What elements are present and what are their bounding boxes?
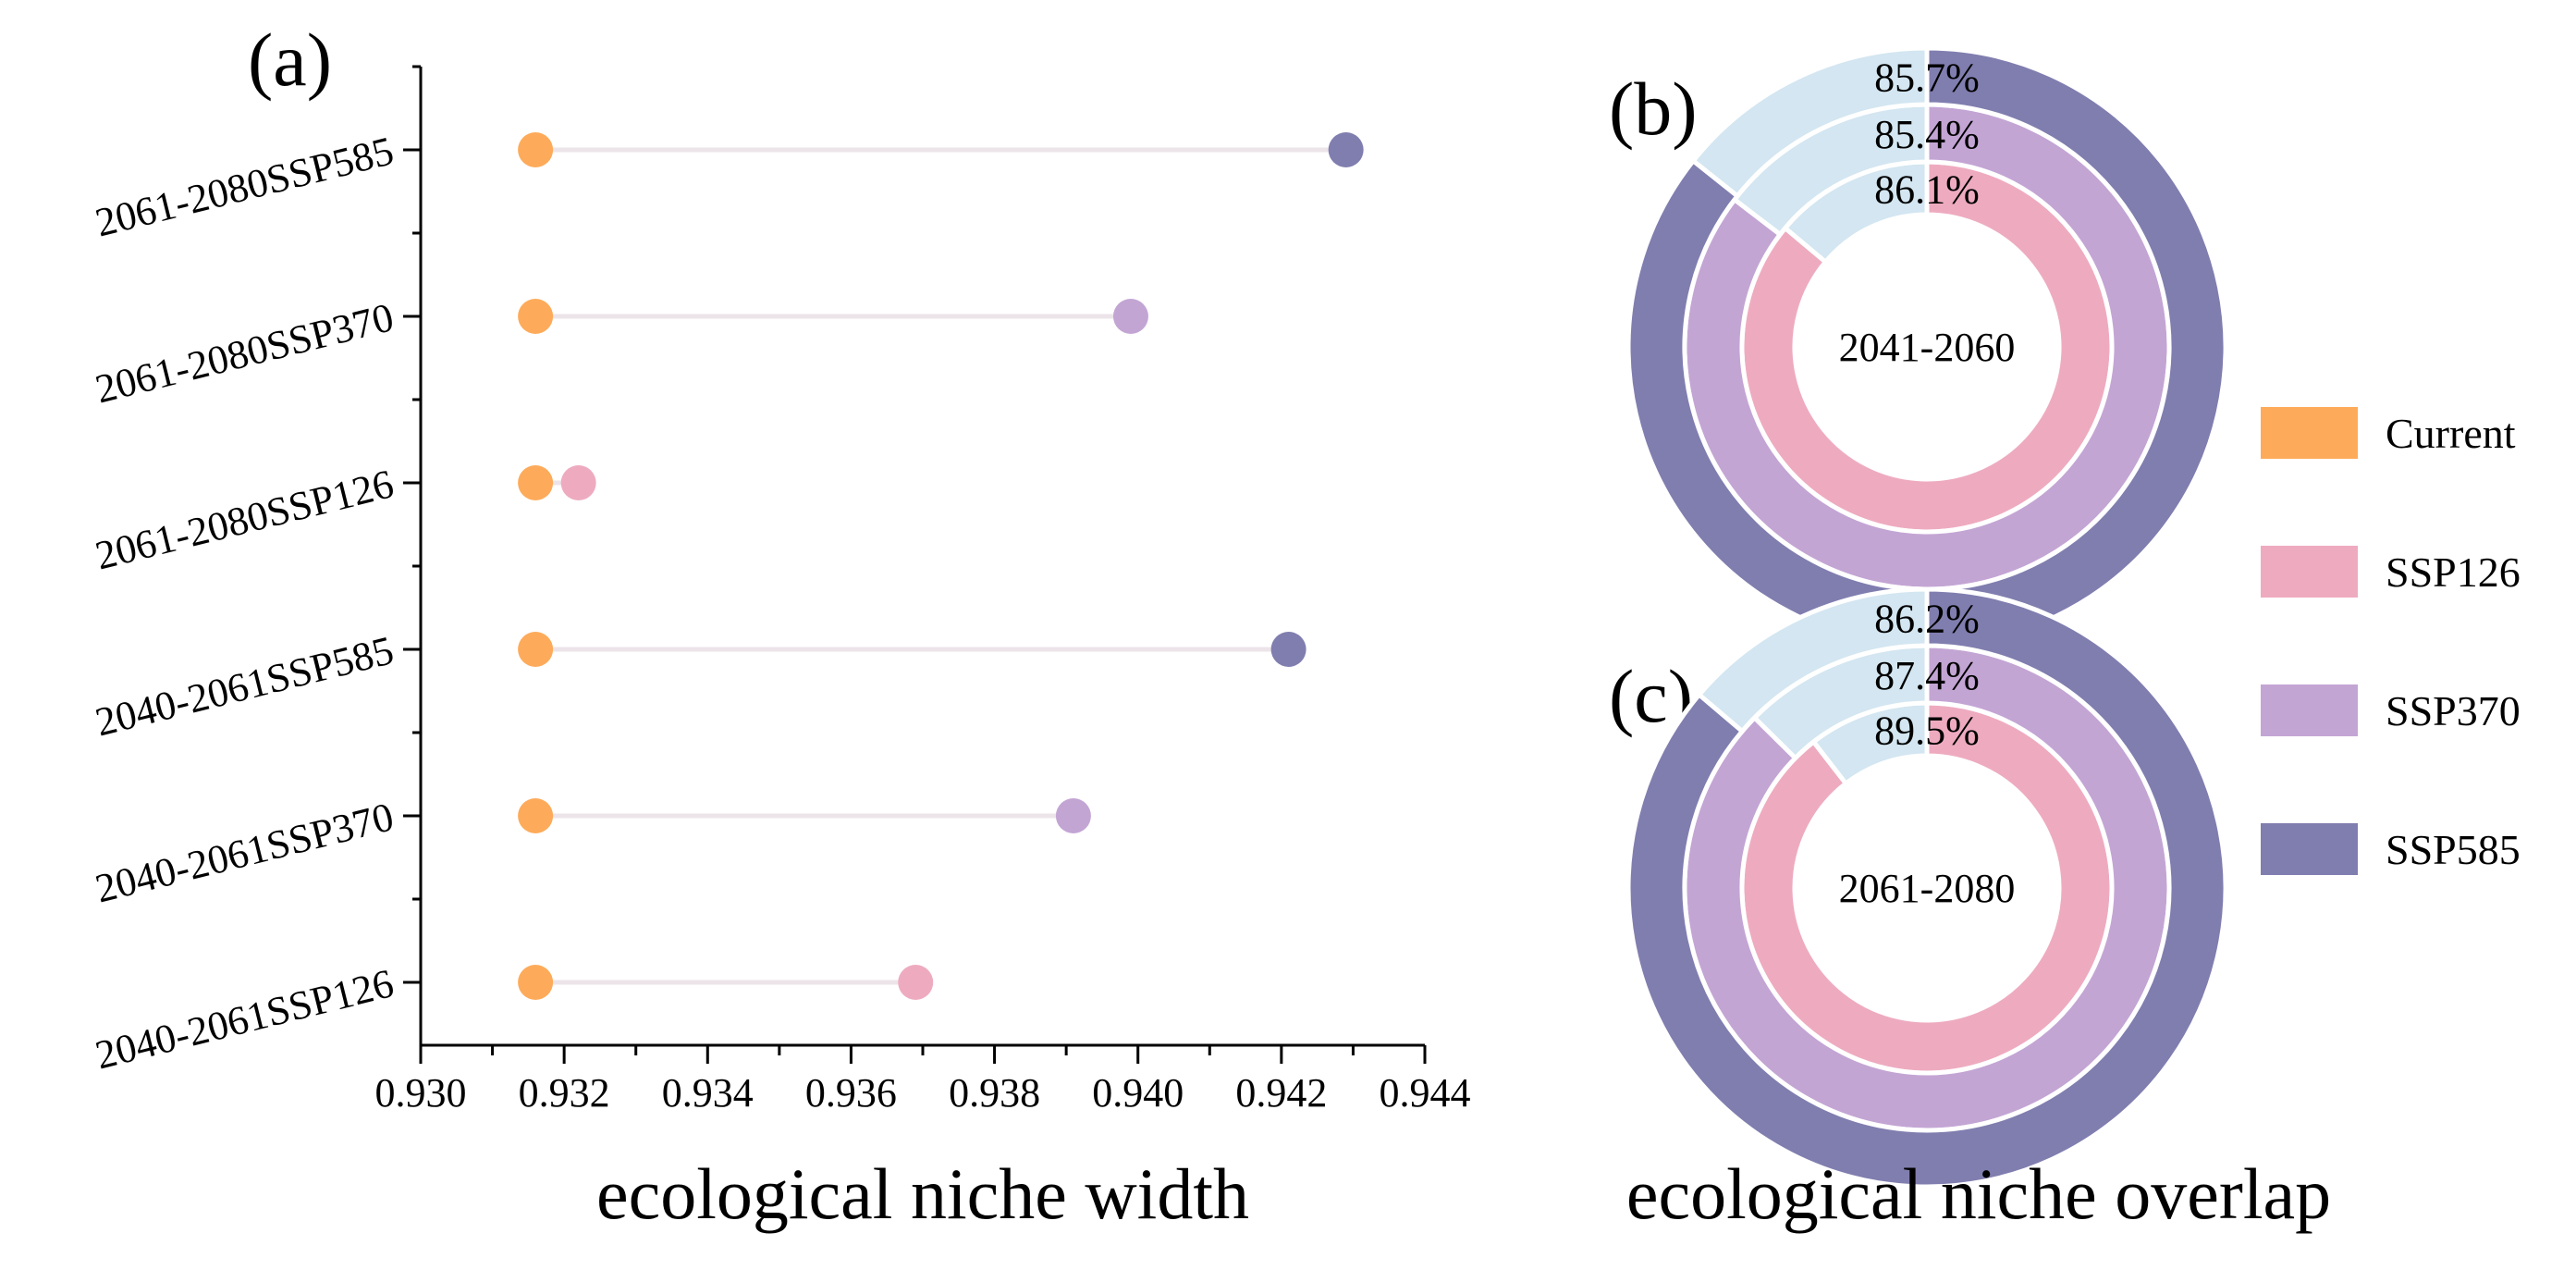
- overlap-panel-c: (c) 89.5%87.4%86.2%2061-2080: [1609, 586, 2228, 1190]
- x-tick-label: 0.942: [1235, 1070, 1327, 1116]
- x-tick-label: 0.930: [375, 1070, 467, 1116]
- data-points: [518, 132, 1364, 1000]
- x-tick-label: 0.934: [662, 1070, 754, 1116]
- y-tick-label: 2040-2061SSP126: [91, 960, 398, 1078]
- y-ticks: 2061-2080SSP585 2061-2080SSP370 2061-2080S…: [91, 65, 421, 1079]
- donut-2061-2080: 89.5% 87.4% 86.2% 2061-2080: [1625, 586, 2228, 1190]
- legend-label: SSP585: [2386, 826, 2521, 873]
- ring-value-label: 86.1%: [1874, 167, 1980, 213]
- legend-label: Current: [2386, 410, 2516, 457]
- current-point: [518, 465, 554, 500]
- x-tick-label: 0.944: [1380, 1070, 1471, 1116]
- donut-2041-2060: 86.1% 85.4% 85.7% 2041-2060: [1625, 45, 2228, 648]
- width-panel: (a) 2061-2080SSP5852061-2080SSP3702061-2…: [91, 18, 1470, 1234]
- overlap-axis-title: ecological niche overlap: [1626, 1153, 2331, 1234]
- future-point-ssp126: [560, 465, 596, 500]
- future-point-ssp585: [1270, 632, 1306, 667]
- legend-swatch-ssp585: [2261, 823, 2358, 875]
- y-tick-label: 2061-2080SSP126: [91, 461, 398, 578]
- ring-remainder: [1689, 45, 1930, 200]
- donut-center-label: 2061-2080: [1839, 866, 2016, 911]
- x-tick-label: 0.940: [1092, 1070, 1184, 1116]
- legend-swatch-current: [2261, 407, 2358, 459]
- future-point-ssp370: [1055, 798, 1091, 833]
- future-point-ssp585: [1328, 132, 1364, 167]
- ring-value-label: 85.7%: [1874, 55, 1980, 101]
- panel-a-label: (a): [248, 18, 332, 102]
- current-point: [518, 632, 554, 667]
- current-point: [518, 965, 554, 1000]
- panel-b-label: (b): [1609, 67, 1698, 151]
- ring-value-label: 87.4%: [1874, 653, 1980, 698]
- legend-swatch-ssp126: [2261, 546, 2358, 598]
- legend: Current SSP126 SSP370 SSP585: [2261, 407, 2521, 875]
- x-axis-title: ecological niche width: [596, 1153, 1249, 1234]
- ring-ssp585: [1625, 45, 2228, 648]
- y-tick-label: 2061-2080SSP370: [91, 294, 398, 412]
- y-tick-label: 2040-2061SSP370: [91, 794, 398, 911]
- legend-label: SSP370: [2386, 687, 2521, 734]
- future-point-ssp126: [898, 965, 934, 1000]
- legend-swatch-ssp370: [2261, 684, 2358, 736]
- x-tick-label: 0.932: [519, 1070, 610, 1116]
- overlap-panel-b: (b) 86.1% 85.4% 85.7% 2041-2060: [1609, 45, 2228, 648]
- current-point: [518, 798, 554, 833]
- x-tick-label: 0.938: [949, 1070, 1040, 1116]
- future-point-ssp370: [1112, 299, 1148, 334]
- legend-label: SSP126: [2386, 549, 2521, 596]
- current-point: [518, 299, 554, 334]
- ring-remainder: [1696, 586, 1930, 734]
- donut-center-label: 2041-2060: [1839, 325, 2016, 370]
- axes: [419, 67, 1425, 1047]
- y-tick-label: 2040-2061SSP585: [91, 627, 398, 745]
- x-ticks: 0.930 0.932 0.934 0.936 0.938 0.940 0.942 0.944: [375, 1045, 1471, 1116]
- ring-value-label: 85.4%: [1874, 112, 1980, 157]
- ring-value-label: 89.5%: [1874, 709, 1980, 754]
- connector-lines: [535, 147, 1346, 985]
- ring-ssp585: [1625, 586, 2228, 1190]
- current-point: [518, 132, 554, 167]
- y-tick-label: 2061-2080SSP585: [91, 128, 398, 245]
- ring-value-label: 86.2%: [1874, 597, 1980, 642]
- x-tick-label: 0.936: [805, 1070, 897, 1116]
